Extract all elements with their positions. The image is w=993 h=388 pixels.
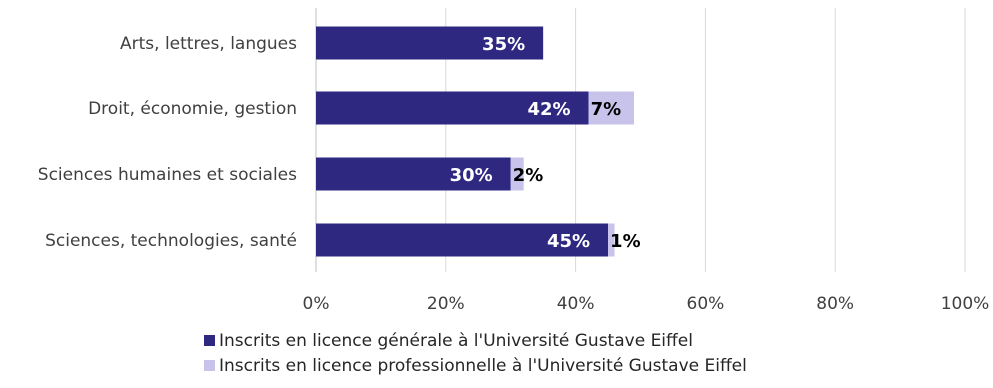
category-label: Droit, économie, gestion [88,99,297,119]
category-label: Sciences humaines et sociales [38,165,297,185]
bar-licence-professionnelle [510,157,524,191]
data-label: 42% [527,99,570,120]
bar-licence-professionnelle [588,91,635,125]
category-label: Sciences, technologies, santé [45,231,297,251]
bar-licence-generale [316,26,544,60]
data-label: 2% [513,165,544,186]
category-label: Arts, lettres, langues [120,34,297,54]
category-labels: Arts, lettres, langues Droit, économie, g… [38,34,297,251]
bars: 35% 42% 7% 30% 2% 45% 1% [316,26,641,257]
bar-licence-generale [316,223,609,257]
x-tick-label: 40% [557,294,595,314]
legend-label: Inscrits en licence professionnelle à l'… [219,356,747,376]
legend: Inscrits en licence générale à l'Univers… [204,331,747,376]
x-tick-label: 80% [816,294,854,314]
x-tick-label: 20% [427,294,465,314]
legend-label: Inscrits en licence générale à l'Univers… [219,331,693,351]
bar-licence-professionnelle [608,223,615,257]
x-tick-label: 100% [941,294,990,314]
data-label: 35% [482,34,525,55]
data-label: 1% [610,231,641,252]
x-axis-tick-labels: 0% 20% 40% 60% 80% 100% [303,294,990,314]
legend-swatch [204,360,215,371]
data-label: 7% [591,99,622,120]
x-tick-label: 0% [303,294,330,314]
data-label: 45% [547,231,590,252]
legend-swatch [204,335,215,346]
bar-licence-generale [316,157,511,191]
x-tick-label: 60% [687,294,725,314]
data-label: 30% [450,165,493,186]
bar-licence-generale [316,91,589,125]
